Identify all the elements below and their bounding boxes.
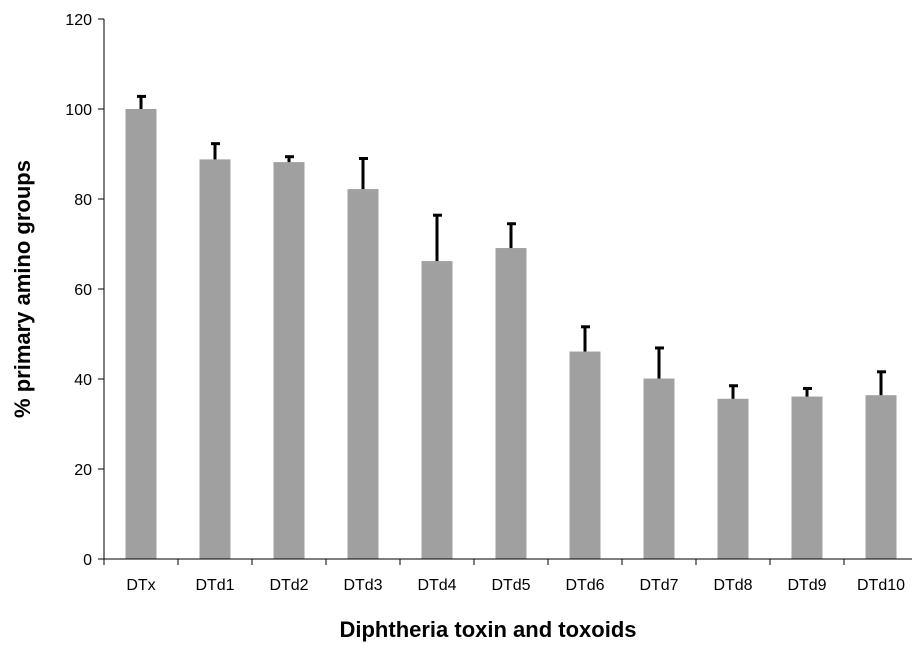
x-axis-title: Diphtheria toxin and toxoids — [339, 617, 636, 642]
bar-DTd4 — [421, 261, 453, 559]
bar-DTd10 — [865, 395, 897, 559]
y-tick-label-4: 80 — [74, 192, 92, 209]
bar-DTd1 — [199, 159, 231, 559]
bar-DTd5 — [495, 248, 527, 560]
error-bars-group — [137, 94, 886, 399]
x-tick-label-DTd6: DTd6 — [565, 577, 604, 594]
x-axis-ticks: DTx DTd1 DTd2 DTd3 DTd4 DTd5 DTd6 DTd7 DTd8 DTd9 D… — [103, 559, 905, 594]
bar-DTd2 — [273, 162, 305, 559]
y-tick-label-2: 40 — [74, 372, 92, 389]
y-axis-ticks: 0 20 40 60 80 100 120 — [65, 12, 104, 569]
y-tick-label-5: 100 — [65, 102, 92, 119]
bar-DTd7 — [643, 378, 675, 559]
bar-DTd8 — [717, 398, 749, 559]
x-tick-label-DTd1: DTd1 — [195, 577, 234, 594]
bar-DTx — [125, 109, 157, 559]
bar-DTd3 — [347, 189, 379, 559]
x-tick-label-DTd4: DTd4 — [417, 577, 456, 594]
y-axis-title: % primary amino groups — [10, 160, 35, 418]
x-tick-label-DTd7: DTd7 — [639, 577, 678, 594]
x-tick-label-DTd2: DTd2 — [269, 577, 308, 594]
x-tick-label-DTd5: DTd5 — [491, 577, 530, 594]
x-tick-label-DTd8: DTd8 — [713, 577, 752, 594]
x-tick-label-DTx: DTx — [126, 577, 155, 594]
x-tick-label-DTd9: DTd9 — [787, 577, 826, 594]
x-tick-label-DTd10: DTd10 — [857, 577, 905, 594]
bar-DTd6 — [569, 351, 601, 559]
bars-group — [125, 109, 897, 560]
y-tick-label-3: 60 — [74, 282, 92, 299]
y-tick-label-1: 20 — [74, 462, 92, 479]
x-tick-label-DTd3: DTd3 — [343, 577, 382, 594]
y-tick-label-6: 120 — [65, 12, 92, 29]
y-tick-label-0: 0 — [83, 552, 92, 569]
bar-DTd9 — [791, 396, 823, 559]
